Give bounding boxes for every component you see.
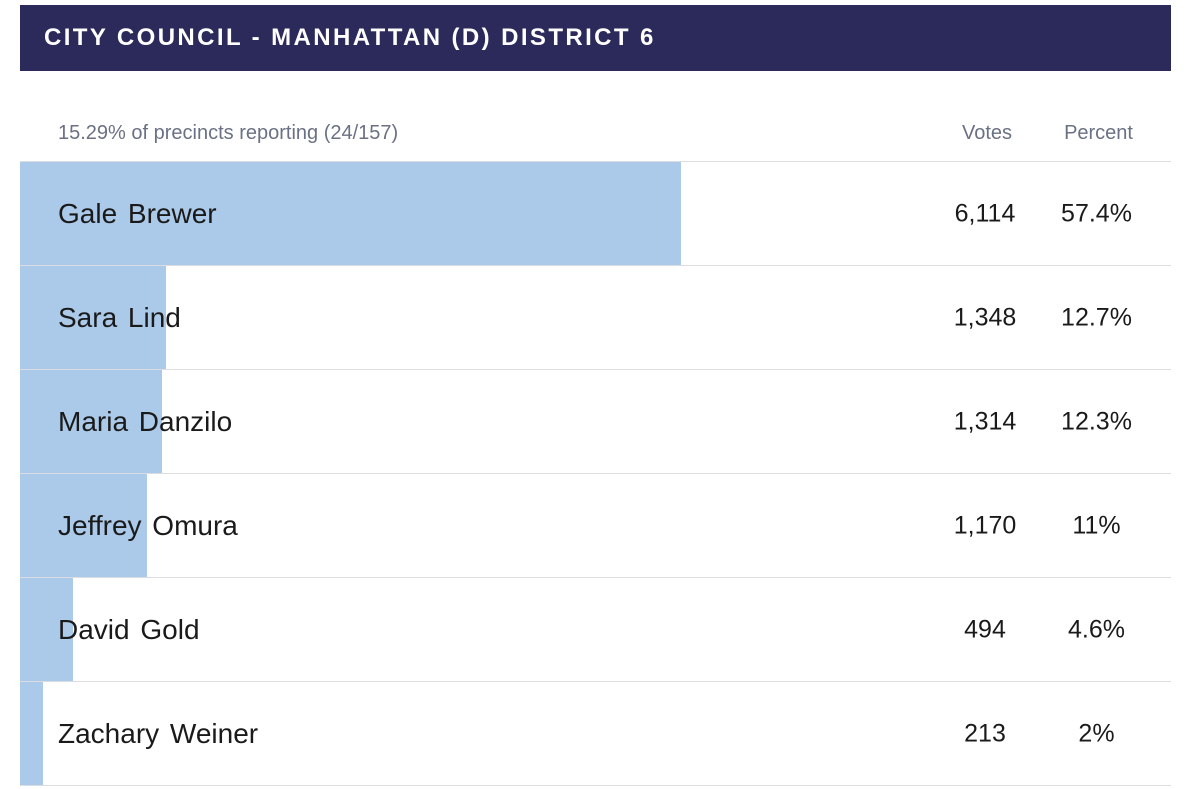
vote-share-bar [20,162,681,265]
candidate-row: Zachary Weiner 213 2% [20,682,1171,786]
results-header-row: 15.29% of precincts reporting (24/157) V… [20,100,1171,162]
candidate-name: David Gold [58,613,200,645]
vote-share-bar [20,266,167,369]
candidate-name: Gale Brewer [58,197,217,229]
vote-share-bar [20,370,162,473]
candidate-votes: 6,114 [954,199,1016,227]
candidate-row: Sara Lind 1,348 12.7% [20,266,1171,370]
candidate-votes: 213 [964,719,1006,747]
precincts-reporting-text: 15.29% of precincts reporting (24/157) [58,122,399,144]
candidate-row: Maria Danzilo 1,314 12.3% [20,370,1171,474]
candidate-percent: 57.4% [1061,199,1132,227]
candidate-name: Zachary Weiner [58,717,259,749]
race-header: CITY COUNCIL - MANHATTAN (D) DISTRICT 6 [20,5,1171,71]
candidate-votes: 1,170 [953,511,1017,539]
percent-column-header: Percent [1064,122,1133,144]
candidate-percent: 12.7% [1061,303,1132,331]
candidate-votes: 1,314 [953,407,1017,435]
candidate-row: Gale Brewer 6,114 57.4% [20,162,1171,266]
vote-share-bar [20,474,147,577]
candidate-row: Jeffrey Omura 1,170 11% [20,474,1171,578]
candidate-row: David Gold 494 4.6% [20,578,1171,682]
candidate-percent: 4.6% [1068,615,1125,643]
vote-share-bar [20,682,44,785]
candidate-name: Jeffrey Omura [58,509,238,541]
candidate-votes: 1,348 [953,303,1017,331]
candidate-rows: Gale Brewer 6,114 57.4% Sara Lind 1,348 12.7%… [20,162,1171,786]
candidate-percent: 2% [1078,719,1115,747]
candidate-percent: 12.3% [1061,407,1132,435]
candidate-name: Maria Danzilo [58,405,233,437]
candidate-name: Sara Lind [58,301,181,333]
candidate-percent: 11% [1072,511,1121,539]
votes-column-header: Votes [961,122,1012,144]
vote-share-bar [20,578,73,681]
race-title: CITY COUNCIL - MANHATTAN (D) DISTRICT 6 [44,24,656,51]
candidate-votes: 494 [964,615,1006,643]
results-table: 15.29% of precincts reporting (24/157) V… [20,100,1171,786]
